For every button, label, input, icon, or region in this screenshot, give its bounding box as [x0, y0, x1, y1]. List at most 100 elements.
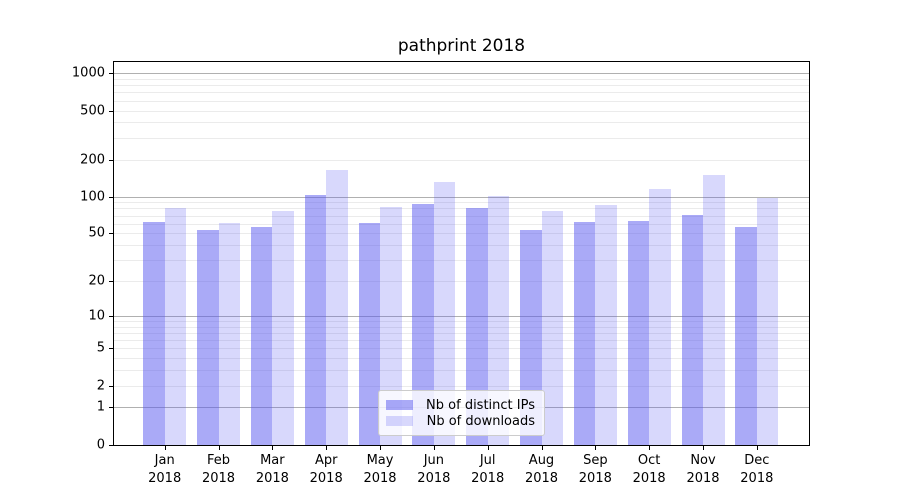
major-gridline — [114, 315, 809, 317]
x-tick-mark — [218, 445, 220, 450]
y-tick-label: 0 — [96, 437, 105, 453]
x-tick-label: Jan 2018 — [148, 452, 182, 486]
x-tick-label: Dec 2018 — [740, 452, 774, 486]
minor-gridline — [114, 260, 809, 262]
y-tick-mark — [109, 385, 113, 387]
minor-gridline — [114, 332, 809, 334]
minor-gridline — [114, 385, 809, 387]
bar-nb-of-distinct-ips-sep — [573, 221, 596, 445]
bar-nb-of-downloads-may — [380, 207, 402, 445]
y-tick-label: 1000 — [71, 65, 105, 81]
y-tick-label: 5 — [96, 340, 105, 356]
minor-gridline — [114, 92, 809, 94]
x-tick-mark — [433, 445, 435, 450]
bar-nb-of-downloads-feb — [218, 222, 241, 445]
minor-gridline — [114, 85, 809, 87]
y-tick-label: 1 — [96, 399, 105, 415]
y-tick-label: 20 — [88, 273, 105, 289]
y-tick-mark — [109, 233, 113, 235]
minor-gridline — [114, 340, 809, 342]
minor-gridline — [114, 348, 809, 350]
minor-gridline — [114, 370, 809, 372]
minor-gridline — [114, 78, 809, 80]
legend-item-distinct-ips: Nb of distinct IPs — [386, 397, 535, 413]
legend-label-downloads: Nb of downloads — [426, 413, 535, 429]
x-tick-mark — [595, 445, 597, 450]
y-tick-mark — [109, 196, 113, 198]
x-tick-label: Nov 2018 — [686, 452, 720, 486]
minor-gridline — [114, 245, 809, 247]
minor-gridline — [114, 215, 809, 217]
bar-nb-of-downloads-jun — [433, 181, 456, 445]
x-tick-mark — [703, 445, 704, 450]
y-tick-label: 200 — [80, 152, 105, 168]
bar-nb-of-downloads-aug — [541, 211, 563, 445]
bar-nb-of-downloads-oct — [649, 189, 671, 445]
x-tick-mark — [487, 445, 489, 450]
minor-gridline — [114, 122, 809, 124]
x-tick-mark — [326, 445, 328, 450]
minor-gridline — [114, 320, 809, 322]
y-tick-mark — [109, 407, 113, 409]
y-tick-mark — [109, 315, 113, 317]
bar-nb-of-distinct-ips-feb — [197, 230, 219, 445]
minor-gridline — [114, 281, 809, 283]
minor-gridline — [114, 233, 809, 235]
bar-nb-of-distinct-ips-jan — [143, 221, 165, 445]
y-tick-mark — [109, 159, 113, 161]
minor-gridline — [114, 159, 809, 161]
minor-gridline — [114, 100, 809, 102]
legend-item-downloads: Nb of downloads — [386, 413, 535, 429]
minor-gridline — [114, 223, 809, 225]
y-tick-label: 500 — [80, 103, 105, 119]
x-tick-mark — [649, 445, 651, 450]
y-tick-mark — [109, 110, 113, 112]
bar-nb-of-distinct-ips-may — [358, 222, 381, 445]
legend: Nb of distinct IPs Nb of downloads — [378, 390, 545, 436]
legend-swatch-downloads — [386, 416, 413, 426]
bar-nb-of-distinct-ips-dec — [735, 227, 757, 445]
minor-gridline — [114, 137, 809, 139]
x-tick-label: Feb 2018 — [201, 452, 236, 486]
x-tick-label: Oct 2018 — [632, 452, 666, 486]
minor-gridline — [114, 326, 809, 328]
bar-nb-of-distinct-ips-mar — [250, 227, 273, 445]
minor-gridline — [114, 202, 809, 204]
legend-swatch-distinct-ips — [386, 400, 413, 410]
bar-nb-of-downloads-mar — [272, 211, 294, 445]
y-tick-mark — [109, 348, 113, 350]
x-tick-mark — [164, 445, 166, 450]
x-tick-mark — [272, 445, 274, 450]
x-tick-label: Apr 2018 — [309, 452, 343, 486]
x-tick-label: Jun 2018 — [417, 452, 451, 486]
bar-nb-of-downloads-sep — [595, 204, 617, 445]
y-tick-label: 2 — [96, 378, 105, 394]
legend-label-distinct-ips: Nb of distinct IPs — [426, 397, 535, 413]
x-tick-mark — [541, 445, 543, 450]
x-tick-mark — [380, 445, 382, 450]
y-tick-label: 10 — [88, 308, 105, 324]
bar-nb-of-downloads-apr — [326, 169, 348, 445]
x-tick-label: Mar 2018 — [255, 452, 289, 486]
y-tick-mark — [109, 73, 113, 75]
bar-nb-of-distinct-ips-jul — [466, 208, 488, 445]
major-gridline — [114, 73, 809, 75]
bar-nb-of-downloads-jul — [487, 195, 510, 445]
bar-nb-of-downloads-jan — [164, 208, 187, 445]
x-tick-label: Jul 2018 — [471, 452, 505, 486]
y-tick-label: 50 — [88, 225, 105, 241]
bar-nb-of-distinct-ips-jun — [412, 204, 434, 445]
y-tick-mark — [109, 281, 113, 283]
minor-gridline — [114, 358, 809, 360]
bar-nb-of-downloads-dec — [756, 198, 779, 445]
x-tick-label: Aug 2018 — [524, 452, 559, 486]
bar-nb-of-distinct-ips-apr — [304, 194, 327, 445]
bar-nb-of-distinct-ips-oct — [627, 221, 650, 445]
bar-nb-of-distinct-ips-nov — [681, 214, 703, 445]
minor-gridline — [114, 208, 809, 210]
major-gridline — [114, 196, 809, 198]
y-tick-label: 100 — [80, 189, 105, 205]
x-tick-label: Sep 2018 — [578, 452, 612, 486]
chart-title: pathprint 2018 — [397, 36, 526, 56]
